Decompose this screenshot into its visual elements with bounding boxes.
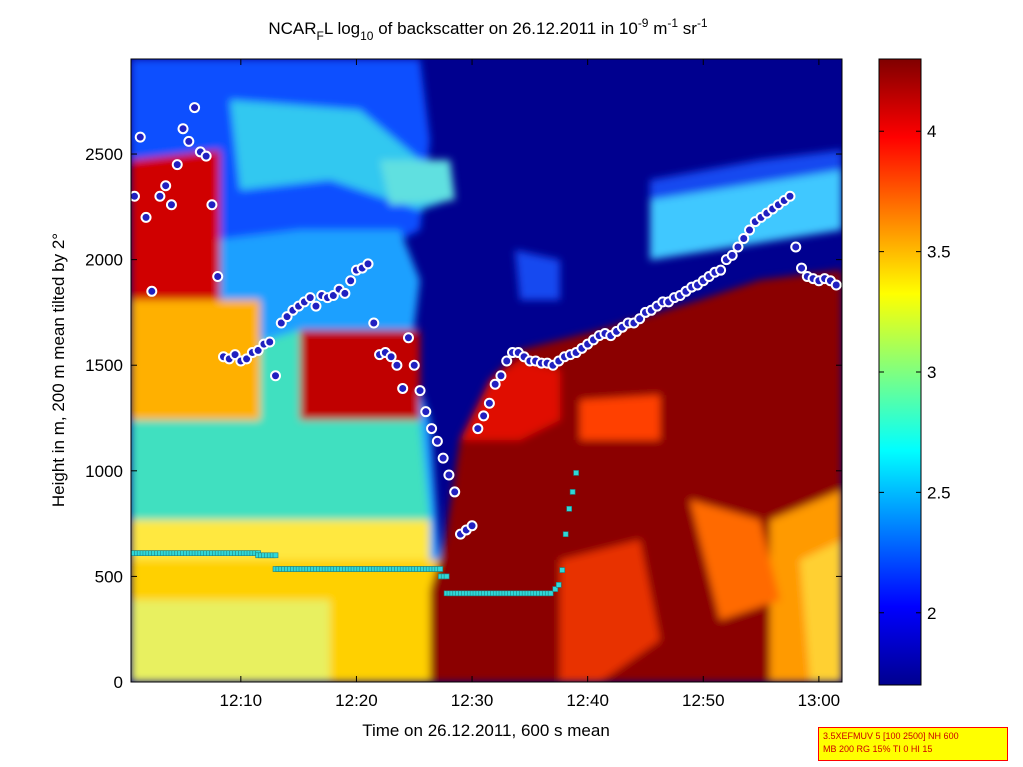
cloud-base-point [154,190,166,202]
cloud-base-point [426,423,438,435]
cloud-base-point [472,423,484,435]
cloud-base-point [790,241,802,253]
x-tick-label: 13:00 [798,691,841,710]
cloud-base-point [385,351,397,363]
heatmap-field [131,59,842,682]
mixing-layer-point [437,566,444,572]
chart-title: NCARFL log10 of backscatter on 26.12.201… [268,16,708,43]
cloud-base-point [140,211,152,223]
cloud-base-point [483,397,495,409]
cloud-base-point [304,292,316,304]
mixing-layer-point [559,567,566,573]
cloud-base-point [160,180,172,192]
x-tick-label: 12:40 [566,691,609,710]
mixing-layer-point [272,552,279,559]
mixing-layer-point [573,470,579,476]
cloud-base-point [402,332,414,344]
x-axis-label: Time on 26.12.2011, 600 s mean [362,721,610,740]
cloud-base-point [134,131,146,143]
cloud-base-point [414,385,426,397]
cloud-base-point [391,359,403,371]
x-tick-label: 12:50 [682,691,725,710]
cloud-base-point [796,262,808,274]
cloud-base-point [270,370,282,382]
cloud-base-point [165,199,177,211]
cloud-base-point [206,199,218,211]
y-tick-label: 2000 [85,251,123,270]
y-tick-label: 0 [114,673,123,692]
cloud-base-point [431,435,443,447]
cloud-base-point [495,370,507,382]
colorbar-axis: 2 2.5 3 3.5 4 [879,122,951,623]
cloud-base-point [171,159,183,171]
cloud-base-point [501,355,513,367]
mixing-layer-point [443,573,450,580]
mixing-layer-point [566,506,572,512]
cloud-base-point [715,264,727,276]
x-tick-label: 12:30 [451,691,494,710]
plot-frame [130,58,843,683]
colorbar-tick-label: 3 [927,363,936,382]
cloud-base-point [738,233,750,245]
info-line-2: MB 200 RG 15% TI 0 HI 15 [823,744,933,754]
mixing-layer-point [569,489,576,495]
cloud-base-point [437,452,449,464]
colorbar-tick-label: 4 [927,122,936,141]
mixing-layer-point [547,590,554,597]
cloud-base-point [310,300,322,312]
mixing-layer-point [552,586,559,592]
y-tick-label: 2500 [85,145,123,164]
y-tick-label: 1000 [85,462,123,481]
y-tick-label: 500 [95,567,123,586]
cloud-base-point [830,279,842,291]
x-tick-label: 12:20 [335,691,378,710]
cloud-base-point [339,287,351,299]
cloud-base-point [345,275,357,287]
cloud-base-point [146,285,158,297]
colorbar-tick-label: 3.5 [927,243,951,262]
y-axis-label: Height in m, 200 m mean tilted by 2° [49,233,68,507]
cloud-base-point [368,317,380,329]
cloud-base-point [420,406,432,418]
cloud-base-point [449,486,461,498]
cloud-base-point [784,190,796,202]
cloud-base-point [131,190,140,202]
cloud-base-point [478,410,490,422]
colorbar-tick-label: 2.5 [927,483,951,502]
cloud-base-point [177,123,189,135]
cloud-base-points [131,102,842,540]
mixing-layer-point [555,582,562,588]
cloud-base-point [466,520,478,532]
cloud-base-point [744,224,756,236]
info-annotation: 3.5XEFMUV 5 [100 2500] NH 600 MB 200 RG … [818,727,1008,761]
cloud-base-point [397,382,409,394]
cloud-base-point [189,102,201,114]
cloud-base-point [443,469,455,481]
cloud-base-point [212,271,224,283]
cloud-base-point [183,135,195,147]
info-line-1: 3.5XEFMUV 5 [100 2500] NH 600 [823,731,959,741]
mixing-layer-point [562,531,569,537]
cloud-base-point [726,249,738,261]
cloud-base-point [362,258,374,270]
cloud-base-point [732,241,744,253]
cloud-base-point [200,150,212,162]
x-axis: 12:10 12:20 12:30 12:40 12:50 13:00 [220,59,841,710]
cloud-base-point [489,378,501,390]
cloud-base-point [408,359,420,371]
cloud-base-point [264,336,276,348]
mixing-layer-points [131,470,579,597]
y-tick-label: 1500 [85,356,123,375]
colorbar [878,58,922,686]
y-axis: 0 500 1000 1500 2000 2500 [85,145,842,692]
x-tick-label: 12:10 [220,691,263,710]
colorbar-tick-label: 2 [927,604,936,623]
